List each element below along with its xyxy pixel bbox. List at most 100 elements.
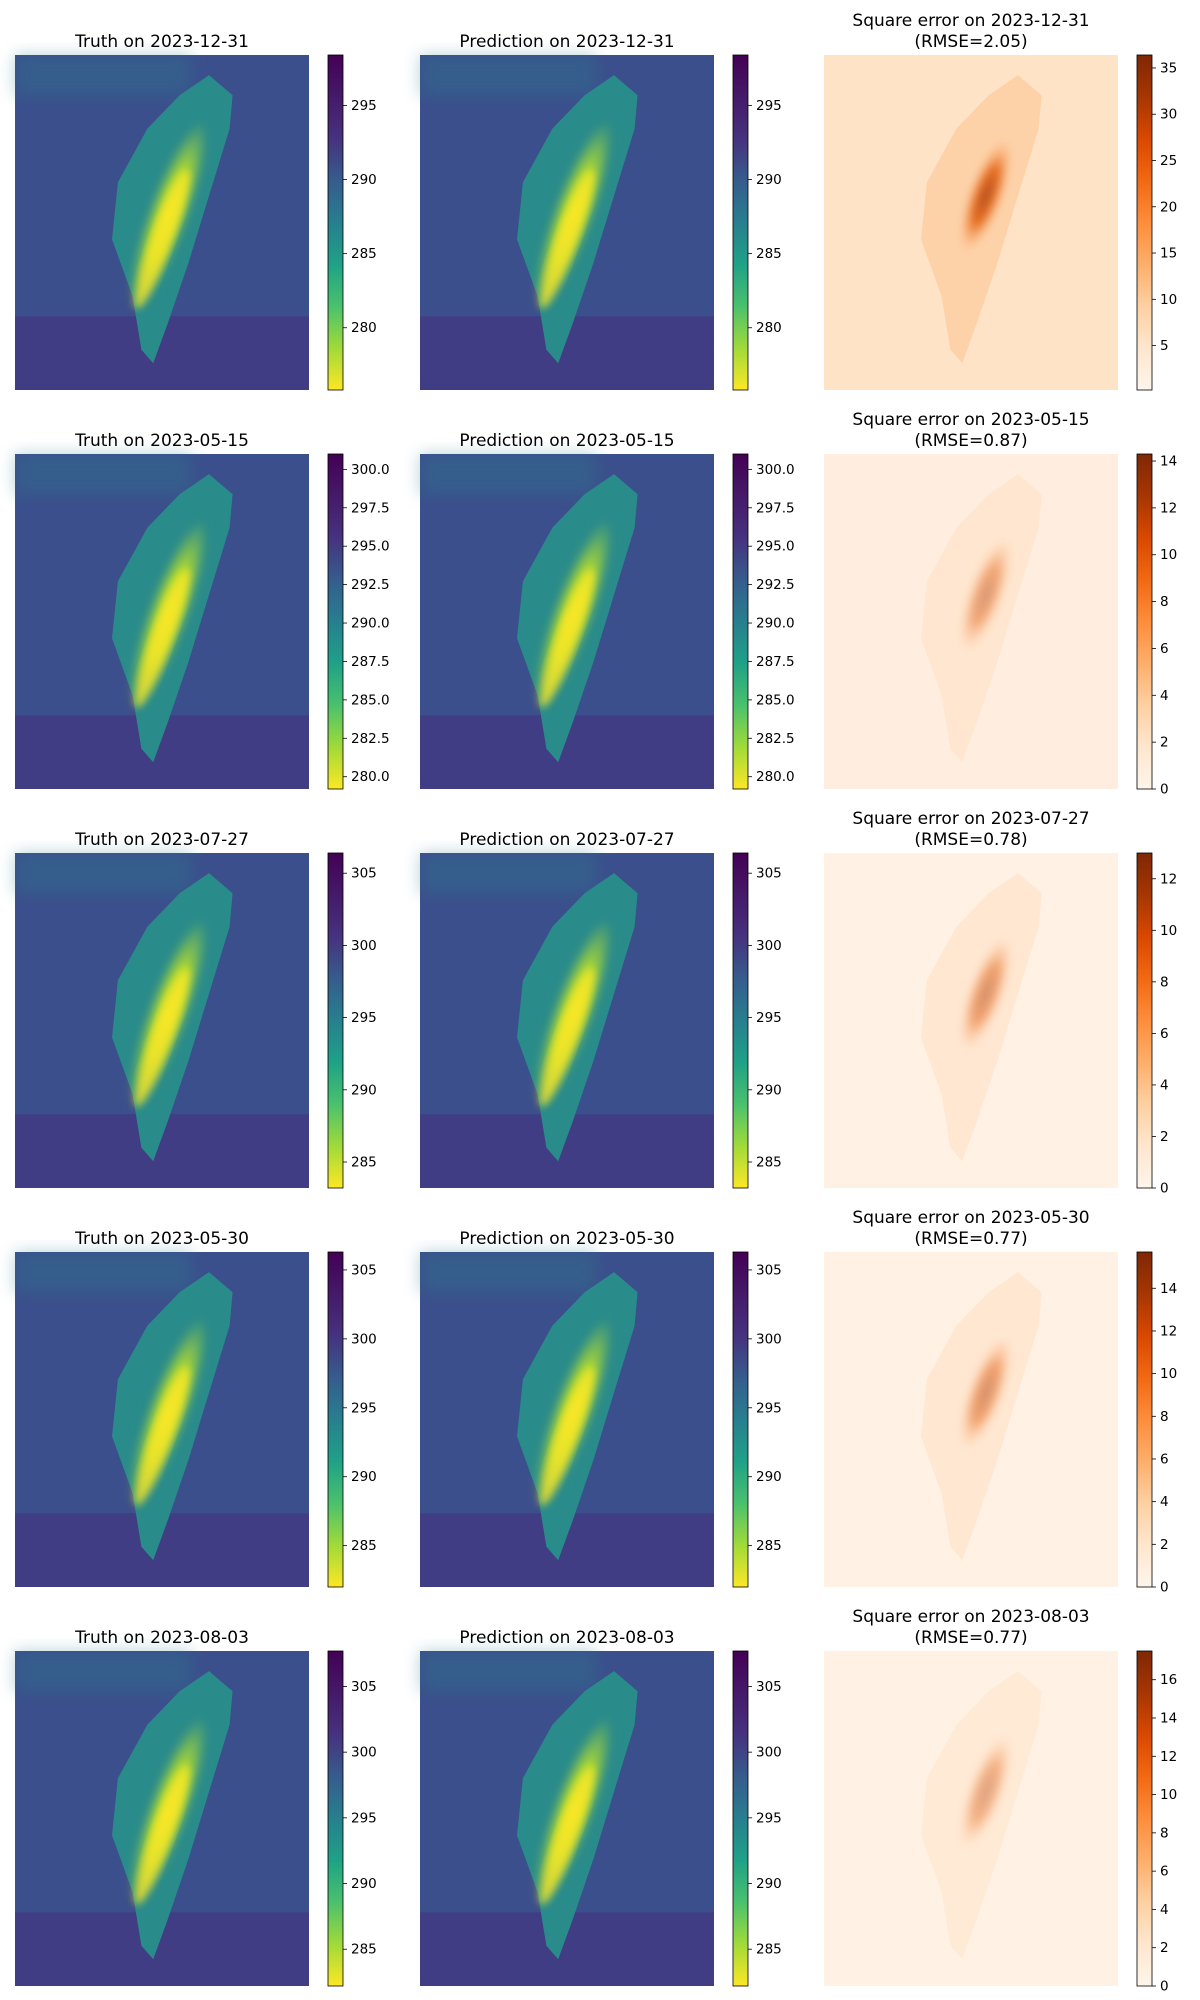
truth-panel-1-tick-label: 290.0: [351, 616, 390, 632]
prediction-panel-1-map: [420, 454, 714, 789]
truth-panel-4-tick-label: 285: [351, 1942, 377, 1958]
error-panel-0-colorbar: 5 10 15 20 25 30 35: [1136, 54, 1177, 391]
truth-panel-0-tick-label: 290: [351, 172, 377, 188]
prediction-panel-3-tick-label: 290: [756, 1469, 782, 1485]
error-panel-0-map: [824, 55, 1118, 390]
truth-panel-2-tick-label: 300: [351, 938, 377, 954]
error-panel-0-tick-label: 10: [1160, 292, 1177, 308]
prediction-panel-0-colorbar: 280 285 290 295: [732, 54, 782, 391]
row-4: Truth on 2023-08-03285290295300305Predic…: [15, 1607, 1177, 1995]
prediction-panel-0-tick-label: 280: [756, 320, 782, 336]
error-panel-4-tick-label: 6: [1160, 1864, 1169, 1880]
error-panel-2-tick-label: 8: [1160, 974, 1169, 990]
truth-panel-1-tick-label: 300.0: [351, 462, 390, 478]
truth-panel-1-colorbar: 280.0 282.5 285.0 287.5 290.0 292.5 295.0 297.5…: [327, 453, 390, 790]
row-0: Truth on 2023-12-31280285290295Predictio…: [15, 11, 1177, 391]
error-panel-3-title-line: Square error on 2023-05-30: [852, 1208, 1089, 1228]
truth-panel-1-title: Truth on 2023-05-15: [74, 431, 249, 451]
prediction-panel-4-colorbar: 285 290 295 300 305: [732, 1650, 782, 1987]
prediction-panel-4-title: Prediction on 2023-08-03: [459, 1628, 674, 1648]
truth-panel-3-colorbar: 285 290 295 300 305: [327, 1251, 377, 1588]
error-panel-1-tick-label: 12: [1160, 500, 1177, 516]
error-panel-3-tick-label: 4: [1160, 1494, 1169, 1510]
prediction-panel-4-tick-label: 295: [756, 1810, 782, 1826]
error-panel-0-tick-label: 5: [1160, 338, 1169, 354]
error-panel-1-tick-label: 10: [1160, 547, 1177, 563]
error-panel-4-title-line: (RMSE=0.77): [914, 1628, 1027, 1648]
prediction-panel-3: Prediction on 2023-05-30 285 290 295 300 305: [420, 1229, 782, 1588]
truth-panel-2-colorbar: 285 290 295 300 305: [327, 852, 377, 1189]
error-panel-3-title-line: (RMSE=0.77): [914, 1229, 1027, 1249]
truth-panel-2-tick-label: 285: [351, 1155, 377, 1171]
error-panel-4-tick-label: 12: [1160, 1749, 1177, 1765]
error-panel-2-tick-label: 12: [1160, 871, 1177, 887]
prediction-panel-4-tick-label: 285: [756, 1942, 782, 1958]
prediction-panel-0: Prediction on 2023-12-31 280 285 290 295: [420, 32, 782, 391]
error-panel-4-tick-label: 0: [1160, 1979, 1169, 1995]
truth-panel-2-tick-label: 305: [351, 866, 377, 882]
truth-panel-3-title: Truth on 2023-05-30: [74, 1229, 249, 1249]
prediction-panel-2-tick-label: 285: [756, 1155, 782, 1171]
prediction-panel-4-tick-label: 305: [756, 1679, 782, 1695]
error-panel-0-tick-label: 25: [1160, 153, 1177, 169]
error-panel-4-tick-label: 2: [1160, 1940, 1169, 1956]
truth-panel-1-tick-label: 292.5: [351, 577, 390, 593]
prediction-panel-1-tick-label: 287.5: [756, 654, 795, 670]
truth-panel-1-map: [15, 454, 309, 789]
truth-panel-0: Truth on 2023-12-31 280 285 290 295: [15, 32, 377, 391]
truth-panel-2-map: [15, 853, 309, 1188]
error-panel-0-tick-label: 30: [1160, 107, 1177, 123]
truth-panel-0-map: [15, 55, 309, 390]
prediction-panel-3-tick-label: 285: [756, 1538, 782, 1554]
prediction-panel-3-map: [420, 1252, 714, 1587]
prediction-panel-3-tick-label: 300: [756, 1331, 782, 1347]
prediction-panel-4-map: [420, 1651, 714, 1986]
truth-panel-2-title: Truth on 2023-07-27: [74, 830, 249, 850]
truth-panel-2: Truth on 2023-07-27 285 290 295 300 305: [15, 830, 377, 1189]
error-panel-2-title-line: Square error on 2023-07-27: [852, 809, 1089, 829]
truth-panel-4-tick-label: 305: [351, 1679, 377, 1695]
truth-panel-0-colorbar: 280 285 290 295: [327, 54, 377, 391]
prediction-panel-1-tick-label: 282.5: [756, 731, 795, 747]
error-panel-1-tick-label: 0: [1160, 782, 1169, 798]
prediction-panel-0-tick-label: 285: [756, 246, 782, 262]
prediction-panel-1: Prediction on 2023-05-15280.0282.5285.02…: [420, 431, 795, 790]
error-panel-3-map: [824, 1252, 1118, 1587]
error-panel-2-tick-label: 4: [1160, 1077, 1169, 1093]
prediction-panel-2-tick-label: 305: [756, 866, 782, 882]
prediction-panel-3-title: Prediction on 2023-05-30: [459, 1229, 674, 1249]
error-panel-3-tick-label: 2: [1160, 1537, 1169, 1553]
truth-panel-1-tick-label: 280.0: [351, 769, 390, 785]
prediction-panel-3-tick-label: 295: [756, 1400, 782, 1416]
truth-panel-4-map: [15, 1651, 309, 1986]
truth-panel-4-tick-label: 300: [351, 1745, 377, 1761]
error-panel-2-title-line: (RMSE=0.78): [914, 830, 1027, 850]
error-panel-3-tick-label: 8: [1160, 1409, 1169, 1425]
error-panel-3-tick-label: 12: [1160, 1323, 1177, 1339]
prediction-panel-2-tick-label: 290: [756, 1082, 782, 1098]
truth-panel-1-tick-label: 295.0: [351, 539, 390, 555]
truth-panel-3-map: [15, 1252, 309, 1587]
truth-panel-4-tick-label: 290: [351, 1876, 377, 1892]
truth-panel-0-tick-label: 280: [351, 320, 377, 336]
truth-panel-2-tick-label: 295: [351, 1010, 377, 1026]
error-panel-0-tick-label: 35: [1160, 60, 1177, 76]
error-panel-3-tick-label: 6: [1160, 1451, 1169, 1467]
prediction-panel-1-tick-label: 280.0: [756, 769, 795, 785]
row-2: Truth on 2023-07-27285290295300305Predic…: [15, 809, 1177, 1197]
prediction-panel-3-tick-label: 305: [756, 1262, 782, 1278]
error-panel-2-tick-label: 2: [1160, 1129, 1169, 1145]
prediction-panel-4-tick-label: 290: [756, 1876, 782, 1892]
truth-panel-4-colorbar: 285 290 295 300 305: [327, 1650, 377, 1987]
truth-panel-1: Truth on 2023-05-15280.0282.5285.0287.52…: [15, 431, 390, 790]
error-panel-1-tick-label: 14: [1160, 454, 1177, 470]
error-panel-2: Square error on 2023-07-27(RMSE=0.78) 0 2 4…: [824, 809, 1177, 1197]
prediction-panel-1-tick-label: 285.0: [756, 692, 795, 708]
error-panel-4-map: [824, 1651, 1118, 1986]
prediction-panel-2: Prediction on 2023-07-27 285 290 295 300 305: [420, 830, 782, 1189]
error-panel-0-title-line: (RMSE=2.05): [914, 32, 1027, 52]
truth-panel-1-tick-label: 297.5: [351, 500, 390, 516]
prediction-panel-1-tick-label: 290.0: [756, 616, 795, 632]
truth-panel-3-tick-label: 290: [351, 1469, 377, 1485]
truth-panel-1-tick-label: 287.5: [351, 654, 390, 670]
